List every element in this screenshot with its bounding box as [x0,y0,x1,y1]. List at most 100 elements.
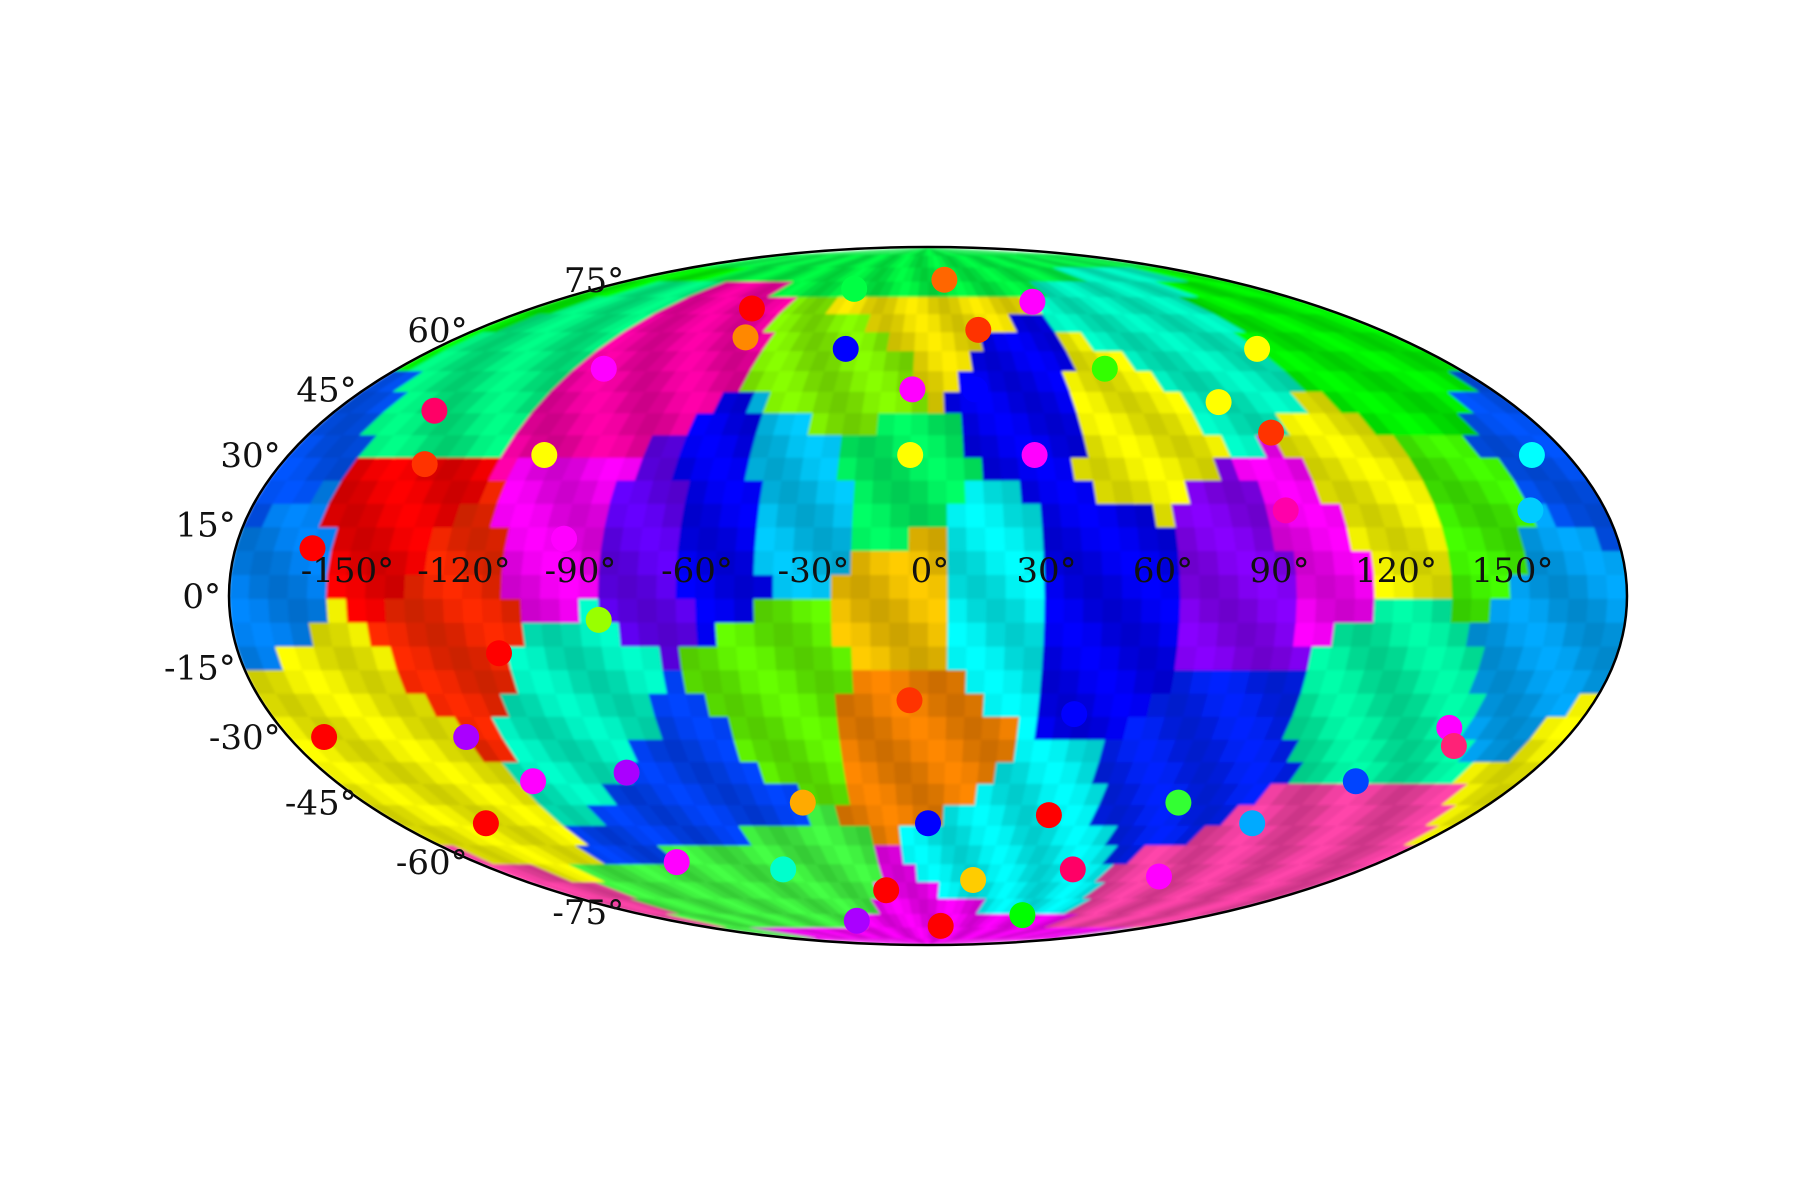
heatmap-cell [705,348,738,372]
heatmap-cell [483,781,526,806]
heatmap-cell [555,880,620,899]
latitude-tick-label: 45° [296,370,356,410]
heatmap-cell [1204,329,1248,352]
heatmap-cell [1399,368,1450,392]
scatter-point [1258,419,1285,446]
heatmap-cell [1383,690,1416,717]
heatmap-cell [376,410,420,436]
heatmap-cell [1091,690,1118,717]
heatmap-cell [543,643,570,671]
heatmap-cell [1489,596,1513,623]
heatmap-cell [330,690,366,717]
heatmap-cell [870,643,893,671]
heatmap-cell [1264,802,1306,826]
heatmap-cell [422,477,456,504]
heatmap-cell [521,312,580,333]
heatmap-cell [495,312,557,333]
heatmap-cell [1002,501,1026,528]
heatmap-cell [908,643,931,671]
heatmap-cell [427,802,477,826]
heatmap-cell [829,254,873,268]
heatmap-cell [678,643,703,671]
heatmap-cell [677,524,703,552]
heatmap-cell [1567,572,1591,599]
heatmap-cell [720,348,752,372]
heatmap-cell [482,619,508,647]
heatmap-cell [1141,572,1164,599]
heatmap-cell [1255,759,1291,784]
heatmap-cell [1194,524,1220,552]
heatmap-cell [557,843,607,865]
heatmap-cell [504,524,532,552]
heatmap-cell [966,524,989,552]
heatmap-cell [385,548,411,575]
heatmap-cell [778,477,803,504]
heatmap-cell [1288,843,1341,865]
scatter-point [590,355,617,382]
heatmap-cell [1103,329,1138,352]
heatmap-cell [1091,823,1122,846]
heatmap-cell [462,548,488,575]
heatmap-cell [1067,781,1095,806]
heatmap-cell [527,348,574,372]
heatmap-cell [977,759,999,784]
heatmap-cell [911,266,923,282]
heatmap-cell [1016,714,1040,740]
heatmap-cell [819,937,903,945]
heatmap-cell [467,781,511,806]
heatmap-cell [870,912,893,928]
heatmap-cell [648,912,729,928]
heatmap-cell [976,880,998,899]
heatmap-cell [875,254,901,268]
heatmap-cell [1216,548,1241,575]
heatmap-cell [920,937,928,945]
heatmap-cell [1024,254,1094,268]
heatmap-cell [652,410,684,436]
heatmap-cell [1547,714,1588,740]
heatmap-cell [1581,619,1609,647]
heatmap-cell [1253,823,1299,846]
heatmap-cell [443,619,470,647]
heatmap-cell [1392,572,1416,599]
heatmap-cell [1140,759,1171,784]
heatmap-cell [966,596,989,623]
heatmap-cell [1355,410,1396,436]
heatmap-cell [1169,880,1223,899]
heatmap-cell [1157,759,1188,784]
heatmap-cell [1150,880,1201,899]
heatmap-cell [1446,619,1473,647]
heatmap-cell [1370,368,1419,392]
heatmap-cell [464,432,502,458]
heatmap-cell [628,368,665,392]
heatmap-cell [642,896,705,914]
heatmap-cell [596,295,654,315]
heatmap-cell [326,572,350,599]
heatmap-cell [462,596,486,623]
heatmap-cell [521,619,547,647]
heatmap-cell [1126,843,1163,865]
heatmap-cell [885,266,904,282]
heatmap-cell [1009,925,1075,939]
heatmap-cell [1170,667,1197,694]
heatmap-cell [1043,619,1066,647]
heatmap-cell [1003,266,1039,282]
heatmap-cell [474,802,521,826]
heatmap-cell [775,312,806,333]
heatmap-cell [1108,759,1136,784]
heatmap-cell [966,548,989,575]
heatmap-cell [658,266,733,282]
scatter-point [732,324,759,351]
heatmap-cell [1117,862,1156,883]
heatmap-cell [869,823,889,846]
heatmap-cell [1119,312,1159,333]
heatmap-cell [455,368,503,392]
heatmap-cell [758,880,794,899]
heatmap-cell [718,501,744,528]
heatmap-cell [255,690,293,717]
heatmap-cell [597,389,633,414]
heatmap-cell [650,266,727,282]
heatmap-cell [521,548,546,575]
heatmap-cell [985,279,1010,298]
heatmap-cell [1189,667,1216,694]
heatmap-cell [405,619,431,647]
